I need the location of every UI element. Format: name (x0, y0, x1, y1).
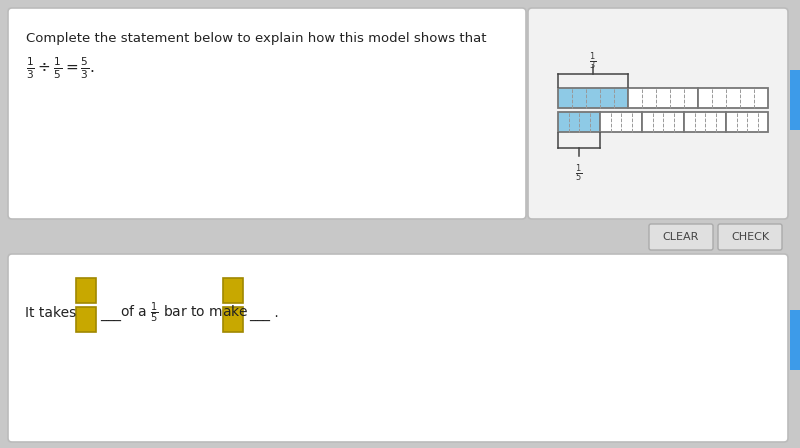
Text: .: . (270, 306, 278, 320)
Bar (558, 88, 628, 108)
Bar (684, 112, 726, 132)
Bar (600, 112, 642, 132)
FancyBboxPatch shape (528, 8, 788, 219)
Bar (726, 112, 768, 132)
Text: CLEAR: CLEAR (663, 232, 699, 242)
Bar (790, 310, 800, 370)
FancyBboxPatch shape (8, 8, 526, 219)
Bar (223, 278, 243, 303)
Bar (223, 307, 243, 332)
Bar (698, 88, 768, 108)
Text: $\frac{1}{3}$: $\frac{1}{3}$ (590, 50, 597, 72)
Bar (76, 307, 96, 332)
Bar (76, 278, 96, 303)
Text: $\frac{1}{3} \div \frac{1}{5} = \frac{5}{3}.$: $\frac{1}{3} \div \frac{1}{5} = \frac{5}… (26, 55, 94, 81)
Text: It takes: It takes (25, 306, 76, 320)
Bar (790, 70, 800, 130)
Text: CHECK: CHECK (731, 232, 769, 242)
FancyBboxPatch shape (718, 224, 782, 250)
Text: ___: ___ (249, 308, 270, 322)
Bar (642, 112, 684, 132)
Text: Complete the statement below to explain how this model shows that: Complete the statement below to explain … (26, 32, 486, 45)
FancyBboxPatch shape (649, 224, 713, 250)
Text: of a $\frac{1}{5}$ bar to make: of a $\frac{1}{5}$ bar to make (120, 301, 249, 325)
FancyBboxPatch shape (8, 254, 788, 442)
Bar (558, 112, 600, 132)
Bar (628, 88, 698, 108)
Text: $\frac{1}{5}$: $\frac{1}{5}$ (575, 162, 582, 184)
Text: ___: ___ (100, 308, 121, 322)
